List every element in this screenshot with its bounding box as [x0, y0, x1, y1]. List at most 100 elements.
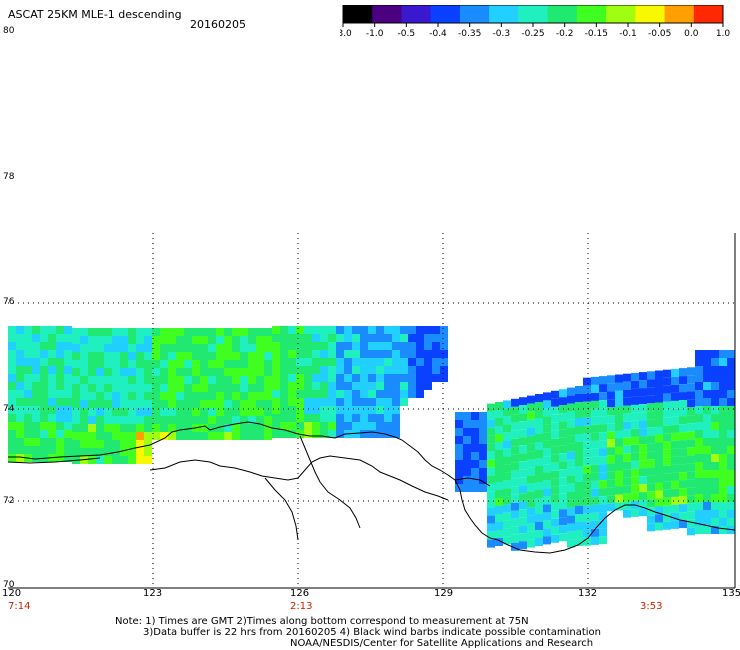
- swath-cell: [120, 408, 128, 416]
- swath-cell: [559, 533, 567, 542]
- swath-cell: [392, 342, 400, 350]
- swath-cell: [703, 494, 711, 502]
- swath-cell: [248, 368, 256, 376]
- swath-cell: [463, 420, 471, 428]
- swath-cell: [519, 413, 527, 422]
- swath-cell: [615, 406, 623, 415]
- swath-cell: [184, 360, 192, 368]
- swath-cell: [599, 440, 607, 449]
- swath-cell: [503, 456, 511, 465]
- swath-cell: [72, 352, 80, 360]
- swath-cell: [535, 530, 543, 538]
- swath-cell: [663, 425, 671, 434]
- swath-cell: [567, 515, 575, 524]
- swath-cell: [615, 446, 623, 455]
- swath-cell: [336, 390, 344, 398]
- swath-cell: [256, 408, 264, 416]
- swath-cell: [128, 360, 136, 368]
- swath-cell: [184, 384, 192, 392]
- swath-cell: [719, 454, 727, 462]
- swath-cell: [120, 360, 128, 368]
- swath-cell: [384, 390, 392, 398]
- swath-cell: [32, 446, 40, 454]
- swath-cell: [120, 392, 128, 400]
- swath-cell: [432, 374, 440, 382]
- swath-cell: [112, 400, 120, 408]
- swath-cell: [200, 384, 208, 392]
- swath-cell: [687, 423, 695, 432]
- swath-cell: [216, 384, 224, 392]
- swath-cell: [368, 358, 376, 366]
- swath-cell: [280, 382, 288, 390]
- swath-cell: [671, 472, 679, 481]
- swath-cell: [328, 326, 336, 334]
- swath-cell: [591, 416, 599, 425]
- swath-cell: [463, 460, 471, 468]
- swath-cell: [543, 512, 551, 521]
- swath-cell: [703, 462, 711, 470]
- swath-cell: [679, 488, 687, 497]
- swath-cell: [264, 368, 272, 376]
- swath-cell: [312, 406, 320, 414]
- swath-cell: [80, 376, 88, 384]
- swath-cell: [272, 334, 280, 342]
- swath-cell: [344, 406, 352, 414]
- swath-cell: [224, 360, 232, 368]
- swath-cell: [519, 397, 527, 406]
- swath-cell: [679, 440, 687, 449]
- swath-cell: [8, 326, 16, 334]
- lat-lon-grid: [8, 233, 735, 588]
- swath-cell: [384, 350, 392, 358]
- swath-cell: [192, 376, 200, 384]
- swath-cell: [64, 342, 72, 350]
- colorbar-label: -3.0: [340, 29, 352, 39]
- swath-cell: [168, 392, 176, 400]
- swath-cell: [296, 406, 304, 414]
- swath-cell: [575, 514, 583, 522]
- swath-cell: [288, 366, 296, 374]
- swath-cell: [607, 423, 615, 432]
- swath-cell: [479, 476, 487, 484]
- swath-cell: [647, 379, 655, 388]
- plot-frame: [8, 233, 736, 589]
- colorbar-label: -0.2: [556, 29, 574, 39]
- swath-cell: [711, 406, 719, 414]
- swath-cell: [144, 384, 152, 392]
- swath-cell: [455, 468, 463, 476]
- swath-cell: [631, 412, 639, 421]
- swath-cell: [24, 406, 32, 414]
- swath-cell: [16, 382, 24, 390]
- swath-cell: [519, 509, 527, 518]
- swath-cell: [591, 472, 599, 481]
- swath-cell: [272, 374, 280, 382]
- swath-cell: [551, 470, 559, 479]
- swath-cell: [248, 376, 256, 384]
- swath-cell: [104, 344, 112, 352]
- swath-cell: [144, 440, 152, 448]
- swath-cell: [495, 434, 503, 442]
- swath-cell: [695, 374, 703, 382]
- swath-cell: [695, 358, 703, 366]
- swath-cell: [679, 408, 687, 417]
- swath-cell: [48, 382, 56, 390]
- swath-cell: [591, 536, 599, 545]
- swath-cell: [607, 495, 615, 504]
- swath-cell: [607, 431, 615, 440]
- swath-cell: [655, 490, 663, 499]
- swath-cell: [88, 336, 96, 344]
- colorbar-label: -0.1: [619, 29, 637, 39]
- swath-cell: [152, 432, 160, 440]
- swath-cell: [647, 467, 655, 476]
- swath-cell: [304, 326, 312, 334]
- lon-label-123: 123: [143, 588, 163, 599]
- swath-cell: [623, 485, 631, 494]
- swath-cell: [703, 470, 711, 478]
- swath-cell: [96, 368, 104, 376]
- swath-cell: [320, 422, 328, 430]
- swath-cell: [440, 334, 448, 342]
- swath-cell: [559, 413, 567, 422]
- swath-cell: [727, 430, 735, 438]
- swath-cell: [416, 334, 424, 342]
- swath-cell: [711, 374, 719, 382]
- swath-cell: [192, 368, 200, 376]
